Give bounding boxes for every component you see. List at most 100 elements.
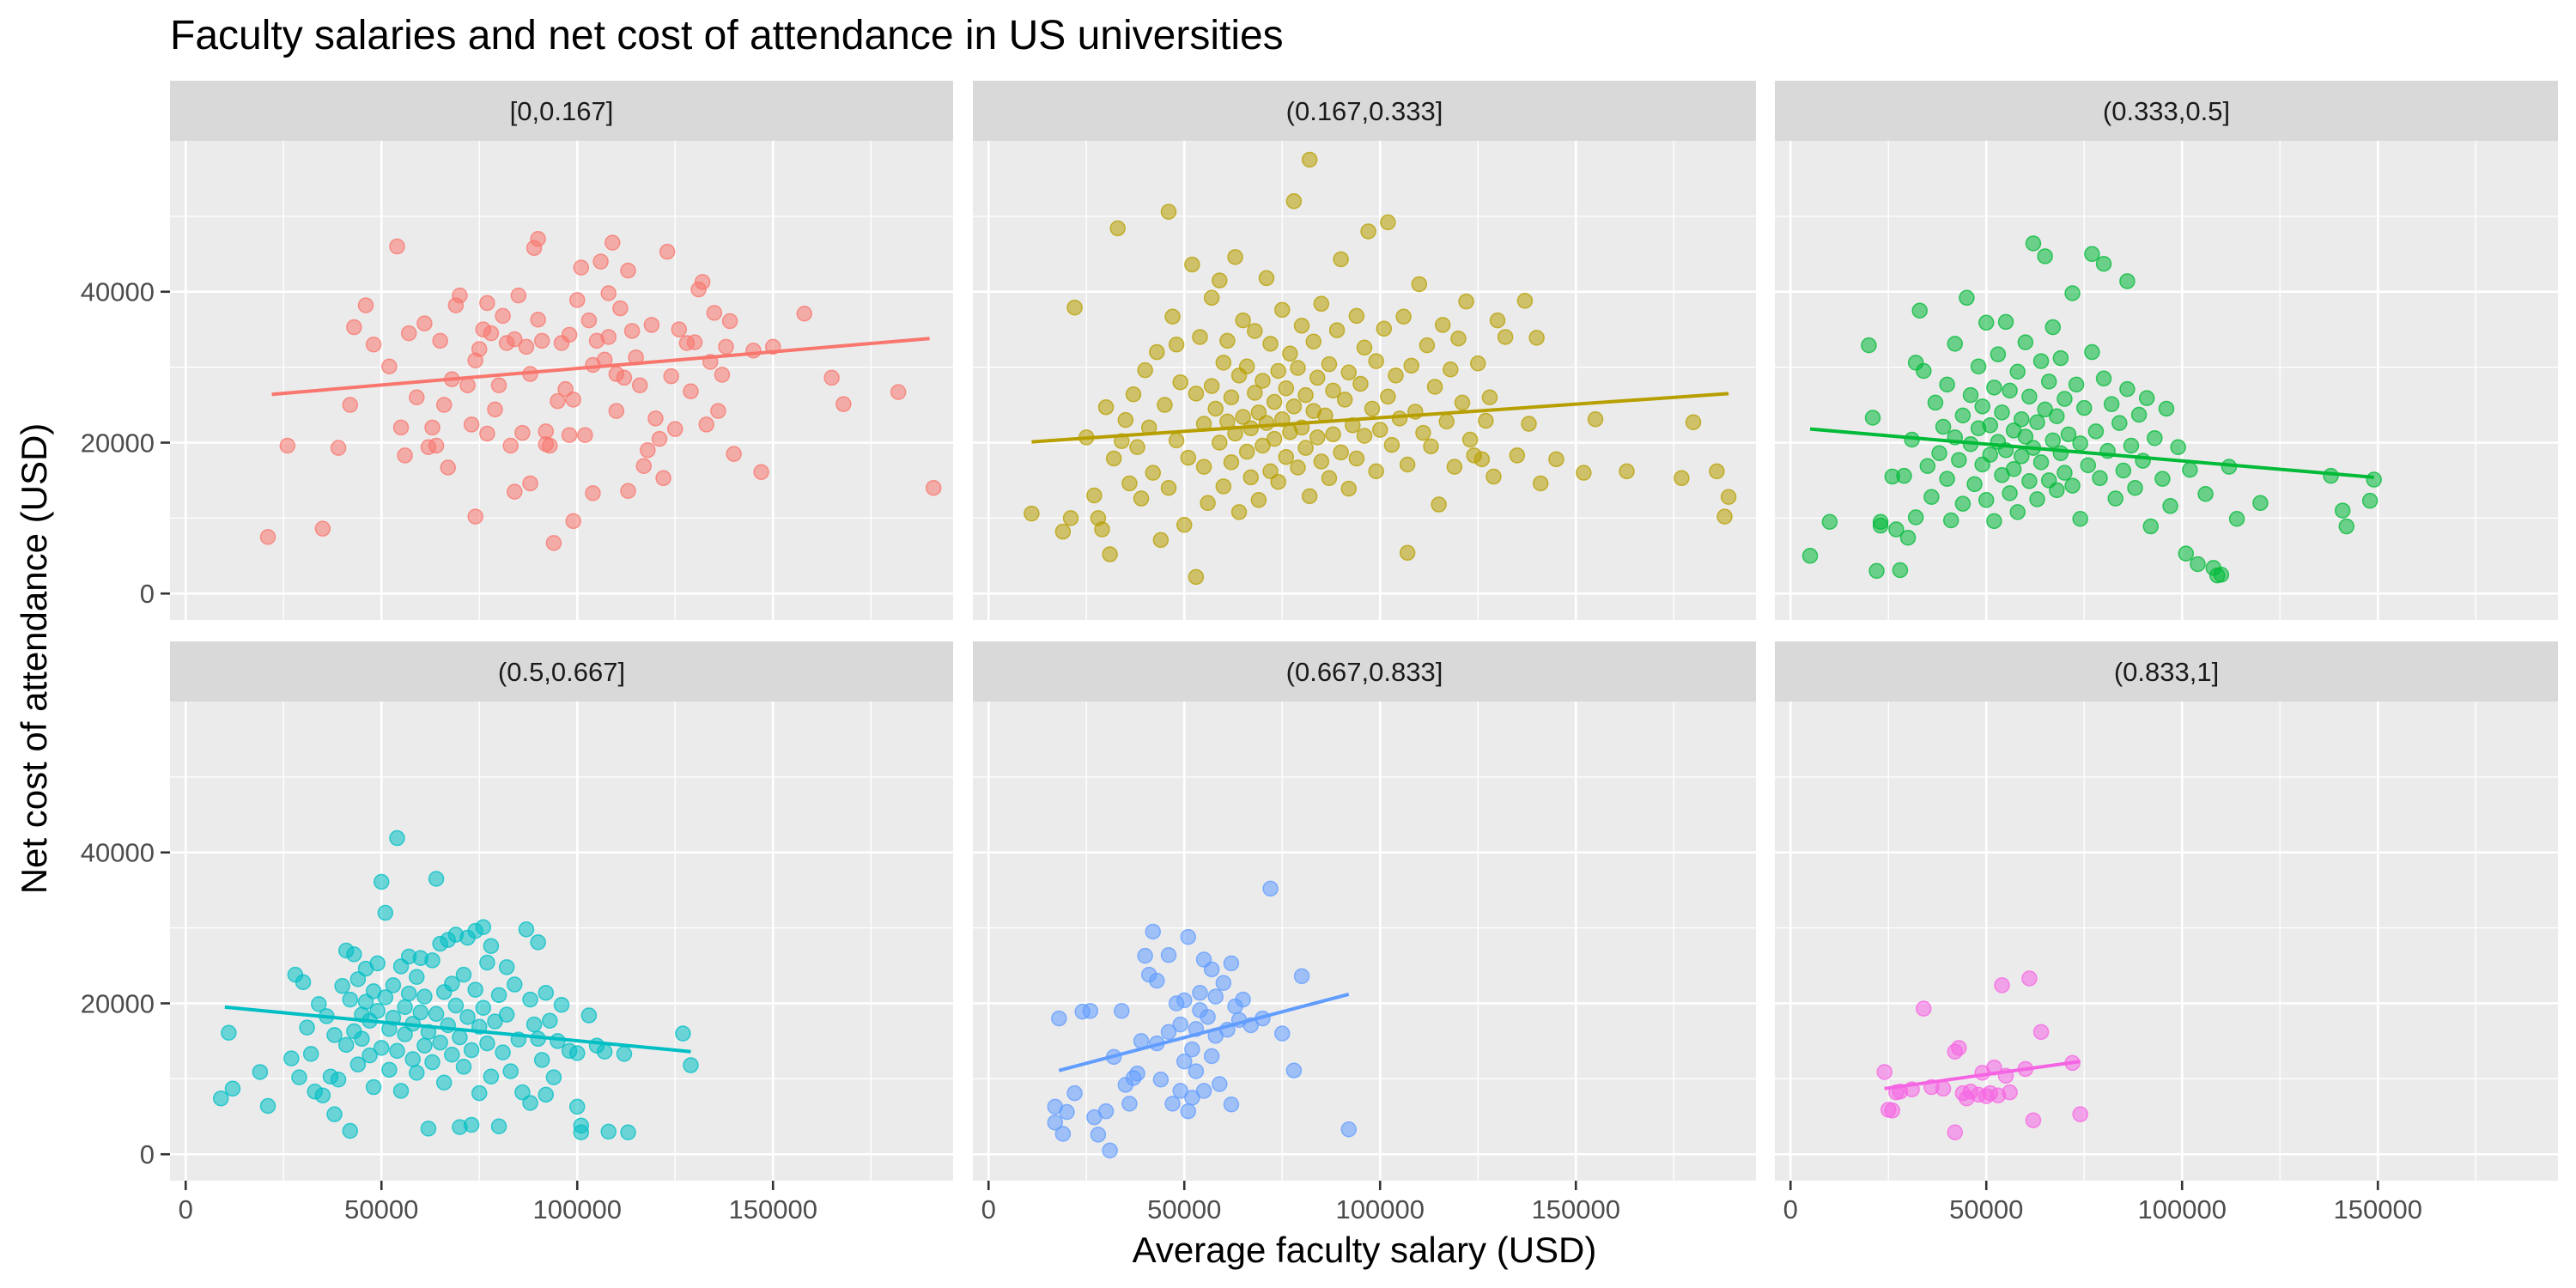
data-point bbox=[420, 1121, 437, 1137]
data-point bbox=[357, 993, 374, 1010]
data-point bbox=[213, 1090, 229, 1107]
data-point bbox=[1888, 521, 1905, 538]
data-point bbox=[605, 234, 621, 251]
data-point bbox=[1978, 492, 1995, 508]
y-tick-label: 20000 bbox=[81, 428, 155, 458]
data-point bbox=[533, 1052, 550, 1068]
data-point bbox=[452, 1029, 468, 1046]
x-tick-label: 50000 bbox=[1147, 1194, 1221, 1224]
data-point bbox=[1121, 1096, 1138, 1112]
data-point bbox=[1619, 463, 1635, 480]
data-point bbox=[1403, 357, 1419, 374]
data-point bbox=[2021, 473, 2038, 489]
data-point bbox=[1160, 947, 1177, 963]
data-point bbox=[349, 971, 367, 987]
data-point bbox=[330, 1071, 347, 1088]
data-point bbox=[295, 974, 312, 991]
data-point bbox=[1419, 337, 1436, 354]
data-point bbox=[726, 446, 742, 462]
data-point bbox=[1532, 475, 1549, 492]
data-point bbox=[440, 459, 457, 476]
x-tick-label: 0 bbox=[1783, 1194, 1798, 1224]
data-point bbox=[666, 421, 683, 437]
data-point bbox=[409, 389, 425, 406]
data-point bbox=[2138, 390, 2155, 406]
data-point bbox=[1086, 487, 1103, 504]
data-point bbox=[455, 966, 472, 983]
data-point bbox=[675, 1025, 691, 1042]
x-tick-label: 100000 bbox=[533, 1194, 622, 1224]
data-point bbox=[1235, 312, 1251, 329]
data-point bbox=[1868, 562, 1885, 580]
data-point bbox=[1997, 313, 2014, 331]
data-point bbox=[2029, 414, 2045, 431]
data-point bbox=[596, 1043, 613, 1060]
panel-background bbox=[973, 702, 1756, 1181]
data-point bbox=[377, 904, 394, 921]
data-point bbox=[1223, 389, 1240, 406]
data-point bbox=[1313, 295, 1330, 313]
data-point bbox=[1129, 1065, 1145, 1082]
data-point bbox=[502, 437, 519, 454]
data-point bbox=[467, 508, 483, 525]
data-point bbox=[835, 396, 852, 412]
data-point bbox=[2021, 388, 2038, 405]
data-point bbox=[659, 243, 676, 260]
trend-line bbox=[1809, 427, 2374, 479]
data-point bbox=[1212, 434, 1228, 451]
data-point bbox=[557, 380, 574, 398]
data-point bbox=[2095, 255, 2112, 272]
data-point bbox=[1954, 495, 1971, 512]
data-point bbox=[1273, 1025, 1291, 1042]
data-point bbox=[1371, 422, 1388, 438]
data-point bbox=[1282, 345, 1298, 362]
data-point bbox=[381, 358, 398, 374]
data-point bbox=[2002, 1084, 2018, 1101]
data-point bbox=[1450, 330, 1467, 347]
data-point bbox=[1215, 478, 1232, 495]
data-point bbox=[502, 1063, 519, 1079]
data-point bbox=[2064, 285, 2081, 301]
x-tick-label: 100000 bbox=[1336, 1194, 1425, 1224]
data-point bbox=[2170, 439, 2186, 456]
data-point bbox=[1325, 382, 1341, 399]
x-tick-label: 150000 bbox=[729, 1194, 817, 1224]
data-point bbox=[2178, 545, 2195, 562]
data-point bbox=[1102, 546, 1118, 562]
data-point bbox=[1939, 471, 1955, 487]
data-point bbox=[397, 1026, 413, 1042]
data-point bbox=[369, 955, 386, 972]
data-point bbox=[459, 377, 476, 393]
data-point bbox=[616, 1046, 633, 1062]
data-point bbox=[2040, 374, 2057, 390]
data-point bbox=[1180, 928, 1197, 945]
data-point bbox=[1278, 380, 1295, 397]
data-point bbox=[1473, 451, 1491, 468]
data-point bbox=[1368, 353, 1384, 369]
data-point bbox=[369, 1003, 386, 1019]
data-point bbox=[342, 991, 359, 1008]
data-point bbox=[1203, 289, 1220, 307]
data-point bbox=[1947, 1124, 1964, 1141]
data-point bbox=[314, 520, 331, 537]
chart-title: Faculty salaries and net cost of attenda… bbox=[170, 13, 1284, 58]
x-tick-label: 50000 bbox=[344, 1194, 418, 1224]
data-point bbox=[1180, 1103, 1197, 1120]
data-point bbox=[1321, 470, 1338, 487]
data-point bbox=[392, 1083, 410, 1099]
data-point bbox=[1947, 336, 1964, 352]
data-point bbox=[2338, 518, 2355, 535]
facet-panels: [0,0.167] 0 20000 40000 (0.167,0.333] (0.333,… bbox=[81, 81, 2558, 1224]
data-point bbox=[710, 403, 726, 419]
data-point bbox=[635, 458, 653, 474]
data-point bbox=[337, 1036, 355, 1054]
data-point bbox=[1309, 429, 1326, 446]
data-point bbox=[545, 535, 562, 551]
data-point bbox=[1047, 1115, 1064, 1131]
data-point bbox=[224, 1080, 241, 1097]
data-point bbox=[1399, 544, 1416, 562]
data-point bbox=[1219, 332, 1236, 349]
data-point bbox=[1333, 444, 1349, 461]
data-point bbox=[1266, 430, 1283, 447]
data-point bbox=[1297, 440, 1314, 456]
